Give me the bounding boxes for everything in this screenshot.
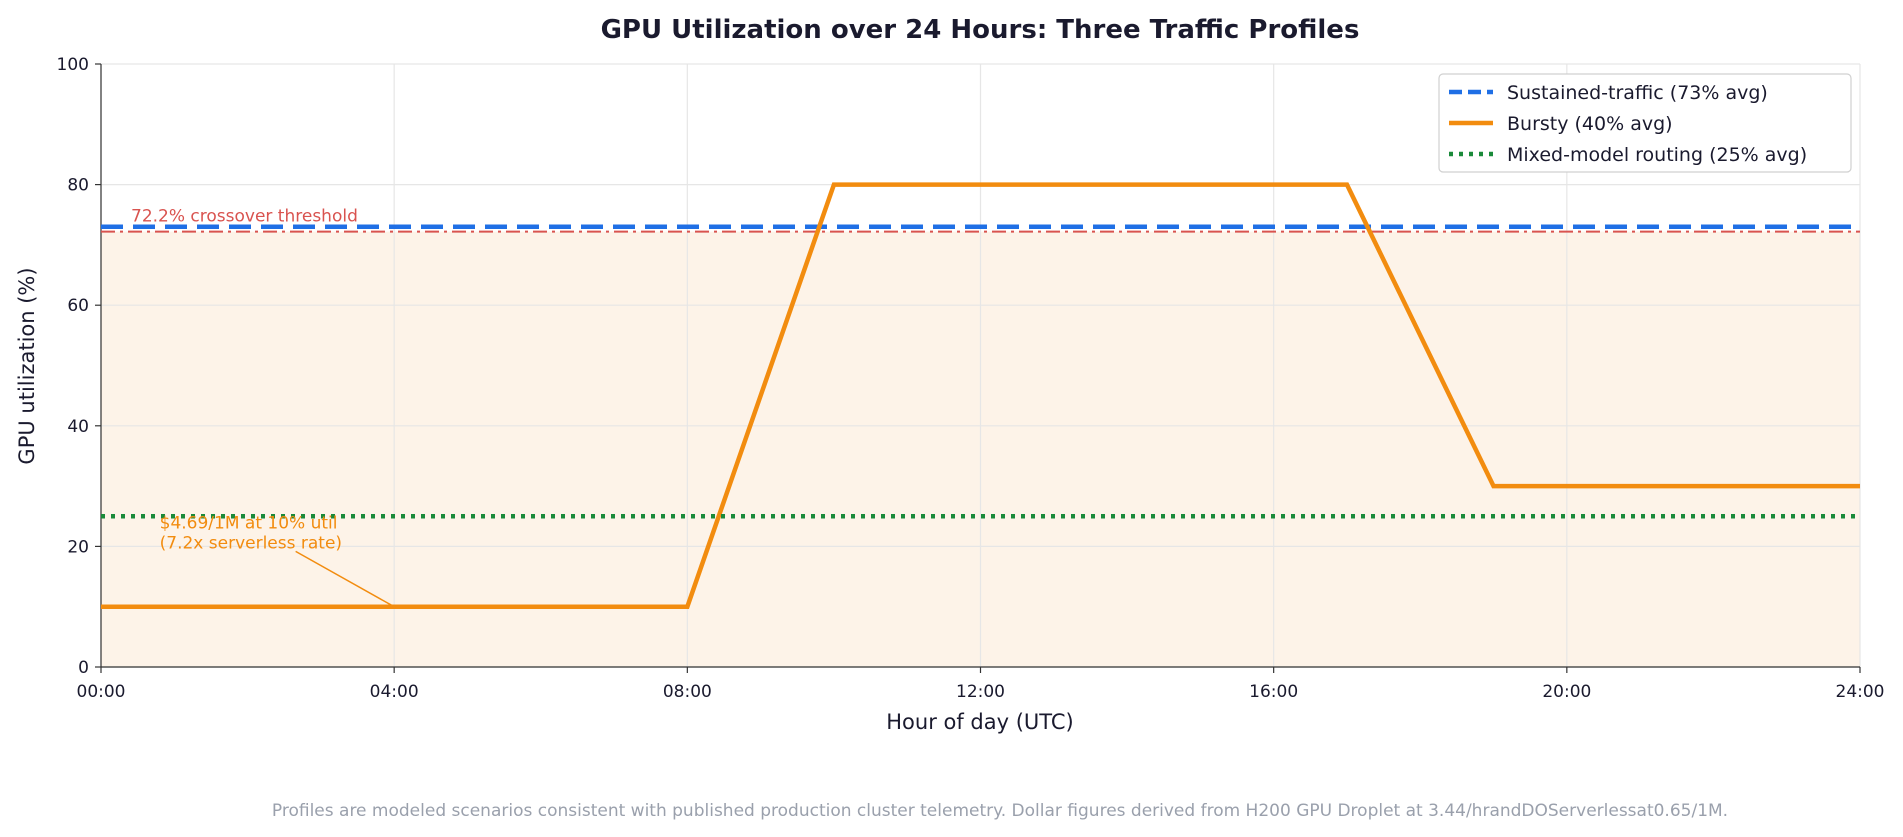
y-tick-label: 100 [57, 55, 89, 75]
x-axis-label: Hour of day (UTC) [886, 710, 1074, 734]
x-tick-label: 16:00 [1249, 682, 1298, 702]
legend-label-2: Bursty (40% avg) [1507, 113, 1673, 135]
annotation-text-line: (7.2x serverless rate) [160, 533, 342, 553]
y-axis-label: GPU utilization (%) [15, 267, 39, 464]
legend: Sustained-traffic (73% avg) Bursty (40% a… [1438, 73, 1852, 173]
annotation-text-line: $4.69/1M at 10% util [160, 513, 338, 533]
x-tick-label: 00:00 [77, 682, 126, 702]
threshold-label: 72.2% crossover threshold [131, 207, 358, 227]
annotation-arrow [295, 550, 395, 608]
x-tick-label: 24:00 [1836, 682, 1885, 702]
x-tick-label: 12:00 [956, 682, 1005, 702]
y-tick-label: 20 [67, 537, 89, 557]
x-tick-label: 04:00 [370, 682, 419, 702]
chart-title: GPU Utilization over 24 Hours: Three Tra… [601, 15, 1360, 45]
x-tick-label: 20:00 [1542, 682, 1591, 702]
y-tick-label: 0 [78, 658, 89, 678]
legend-label-1: Sustained-traffic (73% avg) [1507, 82, 1768, 104]
y-tick-label: 40 [67, 417, 89, 437]
y-tick-label: 60 [67, 296, 89, 316]
legend-label-3: Mixed-model routing (25% avg) [1507, 144, 1807, 166]
axes: 00:00 04:00 08:00 12:00 16:00 20:00 24:00 0 20 40… [57, 55, 1885, 702]
x-tick-label: 08:00 [663, 682, 712, 702]
series-line-2 [101, 182, 1860, 609]
legend-box [1438, 73, 1852, 173]
footnote: Profiles are modeled scenarios consisten… [272, 801, 1728, 821]
y-tick-label: 80 [67, 176, 89, 196]
